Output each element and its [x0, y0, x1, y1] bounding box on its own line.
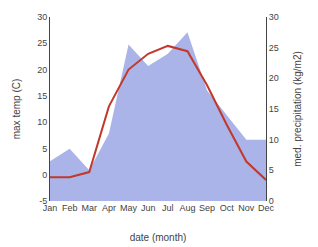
svg-text:date (month): date (month): [130, 232, 187, 243]
svg-text:15: 15: [269, 104, 279, 114]
svg-text:15: 15: [37, 91, 47, 101]
svg-text:May: May: [120, 203, 138, 213]
svg-text:-5: -5: [39, 196, 47, 206]
svg-text:5: 5: [269, 165, 274, 175]
svg-text:25: 25: [37, 38, 47, 48]
svg-text:Mar: Mar: [82, 203, 98, 213]
svg-text:0: 0: [269, 196, 274, 206]
svg-text:0: 0: [42, 170, 47, 180]
svg-text:Jun: Jun: [141, 203, 156, 213]
svg-text:20: 20: [269, 73, 279, 83]
svg-text:Nov: Nov: [238, 203, 255, 213]
svg-text:30: 30: [269, 12, 279, 22]
svg-text:Oct: Oct: [220, 203, 235, 213]
svg-text:10: 10: [37, 117, 47, 127]
svg-text:Feb: Feb: [62, 203, 78, 213]
svg-text:25: 25: [269, 43, 279, 53]
svg-text:med. precipitation (kg/m2): med. precipitation (kg/m2): [292, 51, 303, 167]
svg-text:30: 30: [37, 12, 47, 22]
svg-text:5: 5: [42, 144, 47, 154]
svg-text:20: 20: [37, 65, 47, 75]
svg-text:Jan: Jan: [43, 203, 58, 213]
svg-text:Sep: Sep: [199, 203, 215, 213]
svg-text:10: 10: [269, 135, 279, 145]
svg-text:max temp (C): max temp (C): [11, 79, 22, 140]
svg-text:Apr: Apr: [102, 203, 116, 213]
svg-text:Jul: Jul: [162, 203, 174, 213]
svg-text:Dec: Dec: [258, 203, 275, 213]
svg-text:Aug: Aug: [179, 203, 195, 213]
